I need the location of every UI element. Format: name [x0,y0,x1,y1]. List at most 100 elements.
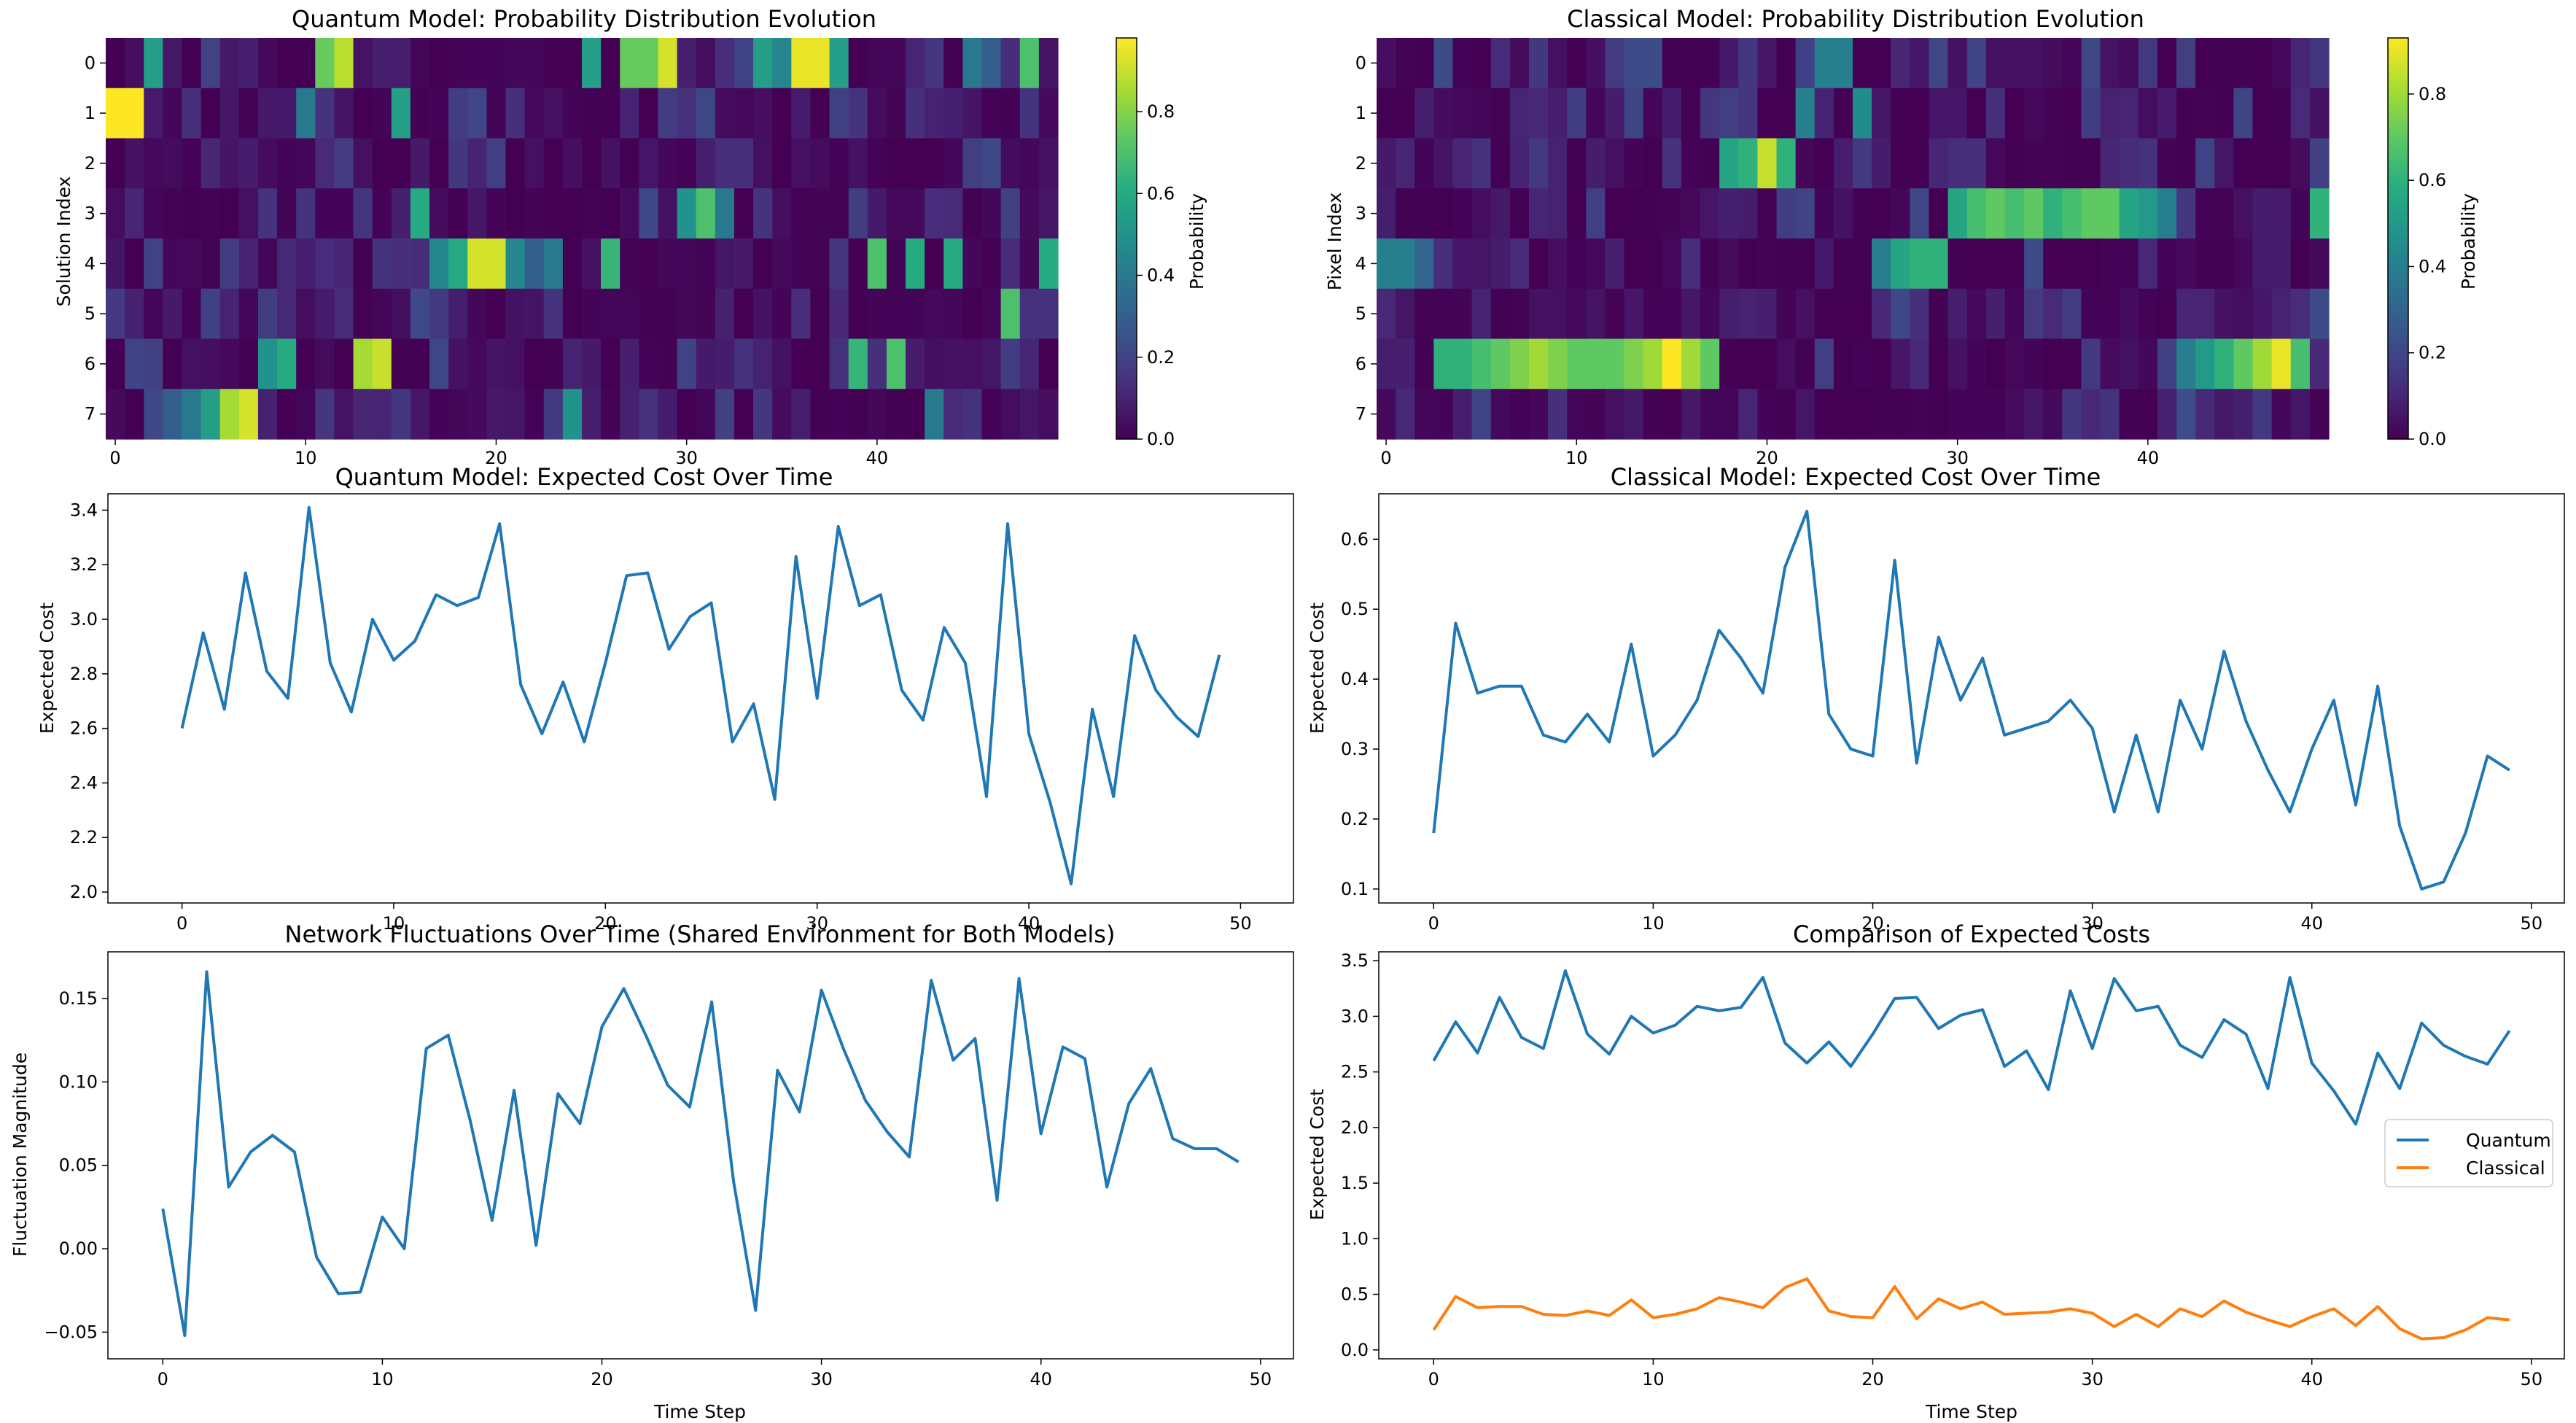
classical-heatmap-axes: 0 1 2 3 4 5 6 7 0 10 20 30 40 [1355,53,2159,468]
heatmap-cell [238,138,259,189]
heatmap-cell [144,389,163,440]
heatmap-cell [334,138,354,189]
heatmap-cell [1795,389,1816,440]
heatmap-cell [696,188,716,239]
heatmap-cell [1891,389,1910,440]
y-tick-label: 3.0 [70,609,98,629]
heatmap-cell [2024,288,2044,340]
heatmap-cell [1490,338,1511,389]
heatmap-cell [753,389,773,440]
heatmap-cell [1814,389,1834,440]
heatmap-cell [257,88,278,139]
heatmap-cell [962,239,983,290]
heatmap-cell [677,239,697,290]
heatmap-cell [1452,338,1473,389]
y-tick-label: 1.0 [1341,1228,1369,1249]
heatmap-cell [1038,288,1059,340]
x-tick-label: 20 [1861,913,1884,934]
heatmap-cell [429,239,449,290]
heatmap-cell [1910,288,1930,340]
heatmap-cell [2176,239,2196,290]
heatmap-cell [2004,338,2025,389]
heatmap-cell [1586,389,1606,440]
heatmap-cell [772,38,792,89]
heatmap-cell [372,239,392,290]
heatmap-cell [886,88,906,139]
heatmap-cell [1038,138,1059,189]
heatmap-cell [943,188,963,239]
heatmap-cell [582,389,602,440]
heatmap-cell [791,338,812,389]
heatmap-cell [2252,38,2273,89]
heatmap-cell [1985,239,2006,290]
heatmap-cell [734,88,754,139]
y-tick-label: 3.0 [1341,1006,1369,1026]
heatmap-cell [562,138,583,189]
x-tick-label: 30 [810,1369,833,1389]
heatmap-cell [2271,38,2292,89]
y-tick-label: 0.2 [1341,809,1369,829]
heatmap-cell [182,38,202,89]
heatmap-cell [639,138,659,189]
heatmap-cell [1548,138,1568,189]
heatmap-cell [2043,38,2063,89]
heatmap-cell [696,288,716,340]
heatmap-cell [677,188,697,239]
heatmap-cell [125,389,144,440]
heatmap-cell [2290,88,2311,139]
heatmap-cell [505,288,526,340]
heatmap-cell [144,88,163,139]
heatmap-cell [543,288,564,340]
heatmap-cell [886,138,906,189]
heatmap-cell [696,338,716,389]
y-tick-label: 2 [1355,153,1366,174]
heatmap-cell [1019,288,1040,340]
heatmap-cell [2100,38,2120,89]
heatmap-cell [106,88,125,139]
heatmap-cell [1947,389,1968,440]
heatmap-cell [734,389,754,440]
heatmap-cell [257,239,278,290]
heatmap-cell [2004,88,2025,139]
y-tick-label: 2.5 [1341,1062,1369,1082]
heatmap-cell [2138,188,2158,239]
heatmap-cell [1662,38,1682,89]
heatmap-cell [1776,239,1797,290]
heatmap-cell [505,239,526,290]
heatmap-cell [1966,389,1987,440]
axes-frame [1378,493,2565,904]
heatmap-cell [296,88,316,139]
heatmap-cell [238,288,259,340]
heatmap-cell [2081,88,2101,139]
heatmap-cell [144,38,163,89]
heatmap-cell [1814,239,1834,290]
heatmap-cell [906,88,925,139]
heatmap-cell [429,338,449,389]
heatmap-cell [315,38,335,89]
heatmap-cell [943,338,963,389]
heatmap-cell [1415,389,1434,440]
x-tick-label: 30 [675,448,698,468]
heatmap-cell [372,338,392,389]
heatmap-cell [1605,239,1625,290]
heatmap-cell [1000,389,1021,440]
heatmap-cell [1433,88,1454,139]
heatmap-cell [1966,138,1987,189]
heatmap-cell [219,239,240,290]
heatmap-cell [315,239,335,290]
heatmap-cell [772,288,792,340]
heatmap-cell [981,138,1002,189]
heatmap-cell [696,38,716,89]
heatmap-cell [2081,288,2101,340]
legend-quantum-label: Quantum [2466,1130,2551,1151]
heatmap-cell [1019,389,1040,440]
heatmap-cell [182,138,202,189]
heatmap-cell [391,338,411,389]
heatmap-cell [1471,389,1492,440]
heatmap-cell [1528,389,1549,440]
heatmap-cell [2309,138,2330,189]
heatmap-cell [1833,239,1853,290]
heatmap-cell [524,389,545,440]
heatmap-cell [753,38,773,89]
heatmap-cell [2157,88,2177,139]
